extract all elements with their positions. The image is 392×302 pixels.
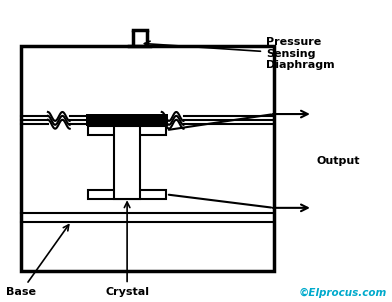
Text: Base: Base xyxy=(6,225,69,297)
Text: ©Elprocus.com: ©Elprocus.com xyxy=(298,288,387,297)
Bar xyxy=(21,46,274,271)
Bar xyxy=(88,190,166,199)
Bar xyxy=(88,126,166,135)
Text: Crystal: Crystal xyxy=(105,202,149,297)
Bar xyxy=(86,114,168,126)
Text: Pressure
Sensing
Diaphragm: Pressure Sensing Diaphragm xyxy=(144,37,335,70)
Text: Output: Output xyxy=(317,156,360,166)
Bar xyxy=(114,126,140,199)
